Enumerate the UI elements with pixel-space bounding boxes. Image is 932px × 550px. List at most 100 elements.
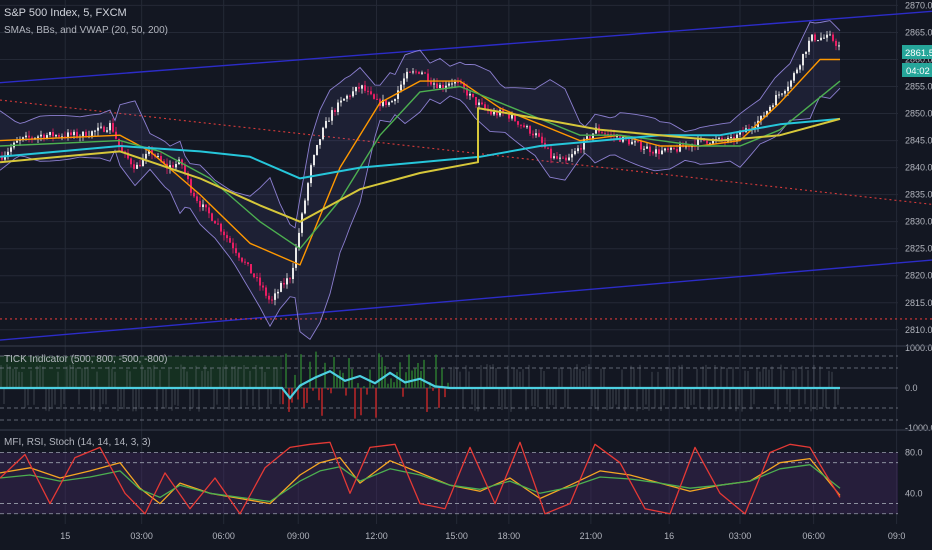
osc-band-fill [0,452,898,514]
candle-body-154 [463,82,465,89]
candle-body-39 [118,138,120,147]
candle-body-27 [82,131,84,137]
candle-body-119 [358,87,360,89]
candle-body-131 [394,98,396,102]
candle-body-222 [667,148,669,150]
candle-body-213 [640,141,642,150]
candle-body-278 [835,40,837,46]
candle-body-279 [838,45,840,47]
price-tick-4: 2850.0 [905,109,932,119]
candle-body-246 [739,131,741,135]
series-sma-200 [0,117,841,180]
candle-body-8 [25,135,27,138]
candle-body-83 [250,264,252,274]
price-axis[interactable]: 2870.0 2865.0 2860.0 2855.0 2850.0 2845.0 2840… [905,0,932,498]
candle-body-134 [403,78,405,85]
price-pane[interactable] [0,10,932,341]
candle-body-54 [163,161,165,164]
candle-body-45 [136,164,138,169]
candle-body-226 [679,144,681,152]
candle-body-161 [484,104,486,109]
candle-body-99 [298,232,300,248]
candle-body-73 [220,223,222,232]
candle-body-243 [730,136,732,138]
candle-body-173 [520,124,522,126]
candle-body-188 [565,157,567,161]
candle-body-22 [67,132,69,138]
candle-body-86 [259,277,261,286]
candle-body-84 [253,273,255,278]
osc-axis-label-0: 80.0 [905,447,923,457]
candle-body-159 [478,102,480,106]
candle-body-211 [634,141,636,143]
candle-body-61 [184,165,186,173]
candle-body-196 [589,136,591,139]
candle-body-25 [76,131,78,138]
candle-body-44 [133,164,135,169]
chart-title: S&P 500 Index, 5, FXCM [4,7,127,19]
candle-body-141 [424,72,426,74]
candle-body-235 [706,140,708,144]
candle-body-122 [367,90,369,92]
candle-body-62 [187,172,189,180]
candle-body-75 [226,235,228,239]
candle-body-17 [52,132,54,137]
candle-body-123 [370,91,372,95]
candle-body-9 [28,135,30,138]
candle-body-144 [433,83,435,85]
tick-axis-label-2: -1000.0 [905,423,932,433]
oscillator-pane[interactable] [0,441,898,515]
time-axis[interactable]: 15 03:00 06:00 09:00 12:00 15:00 18:00 21:00 16 0… [0,524,932,550]
candle-body-271 [814,34,816,41]
candle-body-32 [97,127,99,131]
candle-body-215 [646,146,648,149]
candle-body-146 [439,84,441,89]
candle-body-16 [49,132,51,136]
candle-body-71 [214,220,216,224]
candle-body-267 [802,53,804,66]
candle-body-85 [256,277,258,279]
candle-body-114 [343,98,345,101]
candle-body-129 [388,102,390,106]
candle-body-70 [211,213,213,221]
candle-body-28 [85,131,87,138]
candle-body-212 [637,141,639,143]
candle-body-115 [346,95,348,99]
candle-body-224 [673,147,675,150]
candle-body-259 [778,94,780,96]
candle-body-35 [106,130,108,132]
time-label-1: 03:00 [130,531,153,541]
candle-body-100 [301,213,303,233]
candle-body-264 [793,73,795,81]
candle-body-140 [421,72,423,74]
osc-series-stoch [0,441,841,515]
candle-body-148 [445,85,447,88]
candle-body-121 [364,85,366,91]
candle-body-93 [280,282,282,292]
price-tick-3: 2855.0 [905,82,932,92]
bollinger-bands [0,20,841,340]
candle-body-151 [454,81,456,84]
bb-upper [0,20,841,229]
candle-body-125 [376,98,378,100]
candle-body-209 [628,139,630,145]
tick-pane[interactable] [0,351,898,421]
candle-body-94 [283,282,285,285]
candle-body-254 [763,115,765,117]
candle-body-88 [265,287,267,296]
trendline-dotted-2 [0,99,932,205]
time-label-10: 06:00 [802,531,825,541]
candle-body-149 [448,83,450,86]
candle-body-68 [205,204,207,208]
candle-body-81 [244,261,246,263]
candle-body-7 [22,137,24,139]
candle-body-214 [643,148,645,150]
candle-body-104 [313,155,315,166]
candle-body-124 [373,94,375,99]
candle-body-90 [271,299,273,301]
candle-body-46 [139,164,141,167]
time-axis-background [0,524,932,550]
candle-body-190 [571,154,573,158]
candle-body-152 [457,81,459,83]
